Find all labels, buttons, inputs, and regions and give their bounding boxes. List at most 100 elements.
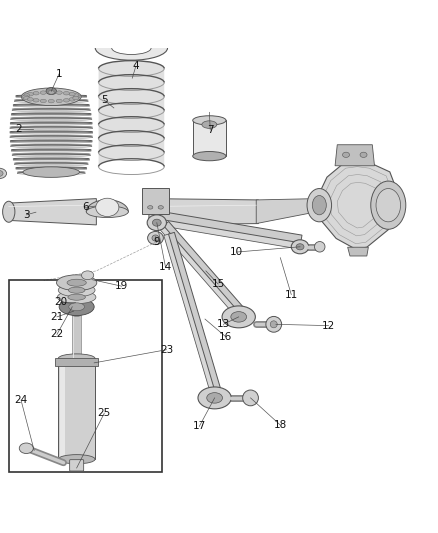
Ellipse shape (13, 104, 89, 106)
Polygon shape (10, 141, 92, 143)
Text: 24: 24 (14, 395, 28, 405)
Text: 17: 17 (193, 422, 206, 431)
Ellipse shape (56, 99, 62, 103)
Ellipse shape (16, 95, 87, 96)
Polygon shape (16, 96, 87, 98)
Text: 20: 20 (54, 296, 67, 306)
Polygon shape (193, 120, 226, 156)
Ellipse shape (158, 206, 163, 209)
Ellipse shape (314, 241, 325, 252)
Ellipse shape (307, 189, 332, 222)
Ellipse shape (14, 99, 88, 101)
Ellipse shape (69, 303, 85, 311)
Ellipse shape (10, 122, 92, 124)
Polygon shape (14, 164, 88, 165)
Ellipse shape (291, 240, 309, 254)
Ellipse shape (360, 152, 367, 157)
Ellipse shape (222, 306, 255, 328)
Ellipse shape (11, 144, 92, 146)
Ellipse shape (69, 98, 75, 101)
Ellipse shape (270, 321, 277, 328)
Ellipse shape (23, 167, 80, 177)
Ellipse shape (24, 96, 30, 100)
Polygon shape (11, 146, 92, 147)
Polygon shape (149, 199, 258, 225)
Ellipse shape (59, 298, 94, 316)
Polygon shape (12, 109, 91, 111)
Text: 1: 1 (56, 69, 63, 79)
Ellipse shape (193, 151, 226, 161)
Ellipse shape (73, 96, 79, 100)
Polygon shape (99, 103, 164, 125)
Text: 19: 19 (115, 281, 128, 291)
Ellipse shape (57, 290, 96, 304)
Ellipse shape (21, 88, 81, 106)
Polygon shape (99, 145, 164, 167)
Polygon shape (14, 101, 88, 102)
Text: 25: 25 (98, 408, 111, 418)
Ellipse shape (231, 312, 247, 322)
Polygon shape (72, 314, 81, 361)
Ellipse shape (33, 99, 39, 102)
Polygon shape (13, 159, 89, 160)
Ellipse shape (74, 95, 80, 99)
Text: 4: 4 (132, 61, 139, 71)
Polygon shape (335, 145, 374, 166)
Ellipse shape (312, 196, 326, 215)
Ellipse shape (58, 284, 95, 297)
Ellipse shape (40, 99, 46, 103)
Polygon shape (10, 123, 92, 125)
Text: 18: 18 (274, 420, 287, 430)
Ellipse shape (68, 287, 85, 293)
Ellipse shape (198, 387, 231, 409)
Ellipse shape (14, 162, 88, 164)
Ellipse shape (95, 36, 168, 60)
Ellipse shape (147, 215, 166, 231)
Polygon shape (11, 150, 92, 152)
Text: 9: 9 (153, 237, 160, 247)
Ellipse shape (148, 231, 163, 245)
Polygon shape (99, 75, 164, 96)
Ellipse shape (10, 140, 92, 141)
Polygon shape (60, 361, 65, 457)
Polygon shape (348, 247, 368, 256)
Ellipse shape (371, 181, 406, 229)
Ellipse shape (48, 99, 54, 103)
Ellipse shape (12, 108, 91, 110)
Ellipse shape (24, 94, 30, 97)
Ellipse shape (58, 455, 95, 464)
Ellipse shape (243, 390, 258, 406)
Ellipse shape (296, 244, 304, 250)
Text: 14: 14 (159, 262, 172, 272)
Text: 22: 22 (50, 329, 64, 340)
Ellipse shape (193, 116, 226, 125)
Ellipse shape (152, 219, 161, 226)
Ellipse shape (68, 294, 85, 300)
Ellipse shape (152, 235, 159, 241)
Text: 7: 7 (207, 125, 214, 135)
Text: 21: 21 (50, 312, 64, 322)
Ellipse shape (27, 98, 33, 101)
Ellipse shape (3, 201, 15, 222)
Polygon shape (169, 232, 223, 397)
Polygon shape (16, 168, 87, 169)
Ellipse shape (58, 354, 95, 363)
Text: 5: 5 (101, 95, 108, 105)
Ellipse shape (46, 87, 57, 94)
Ellipse shape (19, 443, 33, 454)
Polygon shape (99, 88, 164, 110)
Ellipse shape (10, 135, 93, 137)
Polygon shape (13, 105, 89, 107)
Text: 11: 11 (285, 289, 298, 300)
Ellipse shape (0, 168, 7, 179)
Ellipse shape (96, 198, 119, 216)
Polygon shape (11, 114, 92, 116)
Text: 16: 16 (219, 332, 232, 342)
Polygon shape (11, 118, 92, 120)
Text: 12: 12 (322, 321, 335, 330)
FancyBboxPatch shape (70, 459, 84, 471)
Polygon shape (156, 217, 301, 249)
Polygon shape (164, 234, 218, 399)
Polygon shape (10, 136, 93, 138)
Text: 10: 10 (230, 247, 243, 257)
